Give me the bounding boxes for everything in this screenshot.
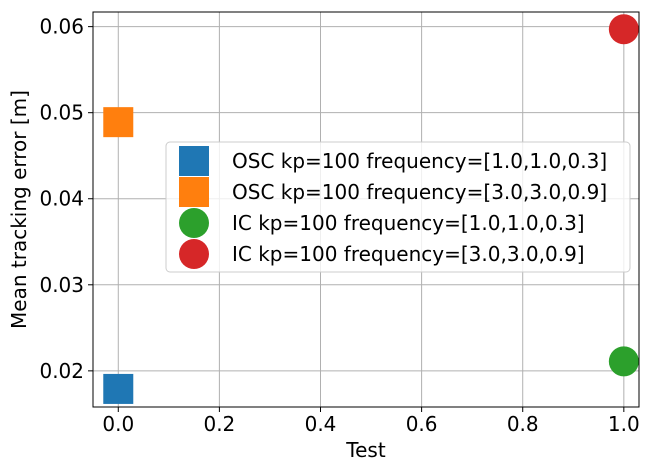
circle-data-point xyxy=(608,346,639,377)
y-tick-label: 0.06 xyxy=(39,15,84,39)
circle-data-point xyxy=(608,14,639,45)
legend-items: OSC kp=100 frequency=[1.0,1.0,0.3] OSC kp… xyxy=(179,146,607,269)
legend-label: OSC kp=100 frequency=[1.0,1.0,0.3] xyxy=(232,149,607,173)
legend-label: IC kp=100 frequency=[3.0,3.0,0.9] xyxy=(232,242,585,266)
plot-frame xyxy=(92,11,640,408)
legend-label: OSC kp=100 frequency=[3.0,3.0,0.9] xyxy=(232,180,607,204)
x-tick-label: 0.4 xyxy=(305,412,337,436)
legend-marker xyxy=(179,177,209,207)
legend-marker xyxy=(179,146,209,176)
data-points xyxy=(103,14,639,404)
y-axis-ticks: 0.02 0.03 0.04 0.05 0.06 xyxy=(39,15,93,383)
y-tick-label: 0.03 xyxy=(39,273,84,297)
y-axis-label: Mean tracking error [m] xyxy=(7,90,31,329)
x-axis-ticks: 0.0 0.2 0.4 0.6 0.8 1.0 xyxy=(102,407,640,436)
x-tick-label: 0.0 xyxy=(102,412,134,436)
legend-marker xyxy=(179,208,209,238)
x-axis-label: Test xyxy=(345,438,386,462)
x-tick-label: 0.8 xyxy=(507,412,539,436)
legend-marker xyxy=(179,239,209,269)
y-tick-label: 0.02 xyxy=(39,359,84,383)
y-tick-label: 0.04 xyxy=(39,187,84,211)
legend-label: IC kp=100 frequency=[1.0,1.0,0.3] xyxy=(232,211,585,235)
y-tick-label: 0.05 xyxy=(39,101,84,125)
square-data-point xyxy=(103,373,134,404)
x-tick-label: 1.0 xyxy=(608,412,640,436)
square-data-point xyxy=(103,107,134,138)
legend: OSC kp=100 frequency=[1.0,1.0,0.3] OSC kp… xyxy=(165,141,631,273)
x-tick-label: 0.2 xyxy=(203,412,235,436)
x-tick-label: 0.6 xyxy=(406,412,438,436)
legend-box xyxy=(165,141,631,273)
